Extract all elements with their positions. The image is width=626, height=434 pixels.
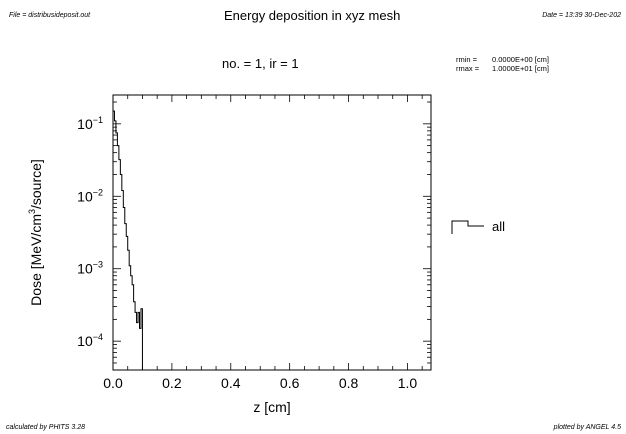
file-label: File = distribusideposit.out: [9, 12, 91, 19]
y-tick-label: 10−2: [77, 187, 103, 204]
x-axis-label: z [cm]: [253, 399, 290, 415]
y-axis-label: Dose [MeV/cm3/source]: [27, 159, 44, 306]
rmin-value: 0.0000E+00 [cm]: [492, 55, 549, 64]
chart-title: Energy deposition in xyz mesh: [224, 8, 401, 23]
legend-label-all: all: [492, 219, 505, 234]
x-tick-label: 0.8: [339, 375, 359, 391]
rmin-label: rmin =: [456, 55, 478, 64]
series-line-all: [113, 110, 144, 371]
y-tick-label: 10−1: [77, 115, 103, 132]
x-tick-label: 0.6: [280, 375, 300, 391]
x-tick-label: 0.0: [103, 375, 123, 391]
x-tick-label: 1.0: [398, 375, 418, 391]
x-tick-label: 0.2: [162, 375, 182, 391]
rmax-value: 1.0000E+01 [cm]: [492, 64, 549, 73]
x-tick-label: 0.4: [221, 375, 241, 391]
rmax-label: rmax =: [456, 64, 480, 73]
date-label: Date = 13:39 30-Dec-202: [542, 12, 621, 19]
legend-swatch-all: [451, 220, 484, 234]
calculated-by: calculated by PHITS 3.28: [6, 424, 85, 431]
plot-frame: [112, 94, 432, 371]
chart-subtitle: no. = 1, ir = 1: [222, 56, 299, 71]
plotted-by: plotted by ANGEL 4.5: [553, 424, 621, 431]
y-tick-label: 10−4: [77, 332, 103, 349]
y-tick-label: 10−3: [77, 260, 103, 277]
